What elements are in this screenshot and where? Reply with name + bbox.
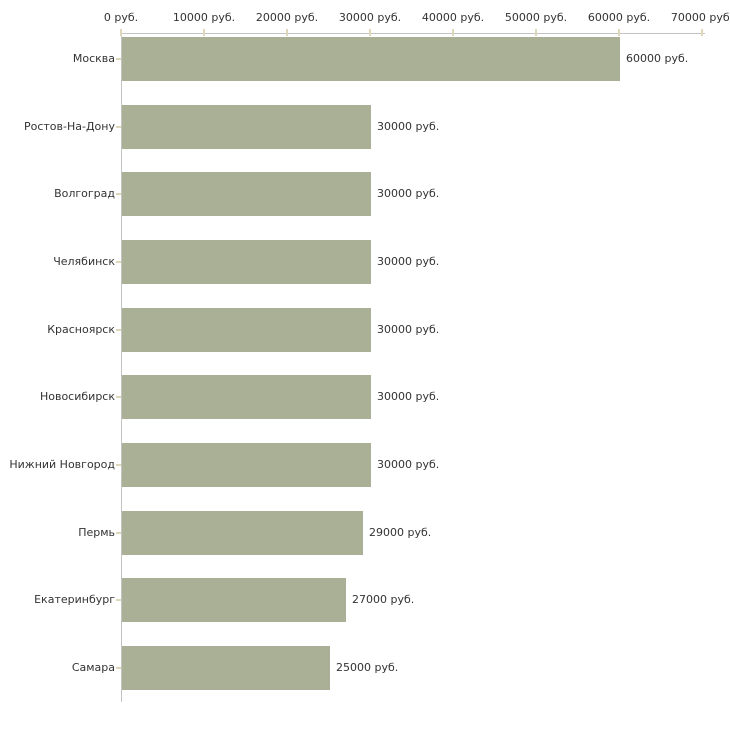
category-label: Волгоград xyxy=(54,187,115,200)
y-axis-tick-mark xyxy=(116,261,121,263)
x-axis-line xyxy=(121,33,705,34)
y-axis-tick-mark xyxy=(116,396,121,398)
bar xyxy=(122,443,371,487)
x-axis-tick-mark xyxy=(535,29,537,36)
x-axis-tick-label: 0 руб. xyxy=(103,11,139,24)
bar xyxy=(122,375,371,419)
category-label: Пермь xyxy=(78,526,115,539)
x-axis-tick-label: 70000 руб. xyxy=(670,11,730,24)
x-axis-tick-mark xyxy=(203,29,205,36)
x-axis-tick-label: 20000 руб. xyxy=(255,11,319,24)
category-label: Нижний Новгород xyxy=(9,458,115,471)
value-label: 60000 руб. xyxy=(626,52,689,65)
x-axis-tick-label: 50000 руб. xyxy=(504,11,568,24)
y-axis-tick-mark xyxy=(116,532,121,534)
x-axis-tick-mark xyxy=(618,29,620,36)
value-label: 25000 руб. xyxy=(336,661,399,674)
x-axis-tick-mark xyxy=(452,29,454,36)
x-axis-tick-mark xyxy=(369,29,371,36)
y-axis-tick-mark xyxy=(116,193,121,195)
value-label: 30000 руб. xyxy=(377,120,440,133)
category-label: Самара xyxy=(71,661,115,674)
value-label: 27000 руб. xyxy=(352,593,415,606)
x-axis-tick-mark xyxy=(120,29,122,36)
category-label: Новосибирск xyxy=(39,390,115,403)
y-axis-tick-mark xyxy=(116,464,121,466)
x-axis-tick-label: 40000 руб. xyxy=(421,11,485,24)
value-label: 30000 руб. xyxy=(377,187,440,200)
x-axis-tick-label: 10000 руб. xyxy=(172,11,236,24)
y-axis-tick-mark xyxy=(116,599,121,601)
value-label: 29000 руб. xyxy=(369,526,432,539)
x-axis-tick-label: 30000 руб. xyxy=(338,11,402,24)
bar xyxy=(122,37,620,81)
value-label: 30000 руб. xyxy=(377,255,440,268)
y-axis-tick-mark xyxy=(116,58,121,60)
category-label: Екатеринбург xyxy=(34,593,115,606)
bar xyxy=(122,578,346,622)
category-label: Москва xyxy=(72,52,115,65)
category-label: Красноярск xyxy=(47,323,115,336)
y-axis-tick-mark xyxy=(116,126,121,128)
bar xyxy=(122,172,371,216)
category-label: Ростов-На-Дону xyxy=(23,120,115,133)
x-axis-tick-mark xyxy=(701,29,703,36)
bar xyxy=(122,646,330,690)
bar xyxy=(122,240,371,284)
value-label: 30000 руб. xyxy=(377,458,440,471)
y-axis-line xyxy=(121,33,122,702)
bar xyxy=(122,105,371,149)
category-label: Челябинск xyxy=(53,255,115,268)
bar xyxy=(122,511,363,555)
x-axis-tick-label: 60000 руб. xyxy=(587,11,651,24)
value-label: 30000 руб. xyxy=(377,323,440,336)
value-label: 30000 руб. xyxy=(377,390,440,403)
x-axis-tick-mark xyxy=(286,29,288,36)
bar xyxy=(122,308,371,352)
y-axis-tick-mark xyxy=(116,329,121,331)
y-axis-tick-mark xyxy=(116,667,121,669)
